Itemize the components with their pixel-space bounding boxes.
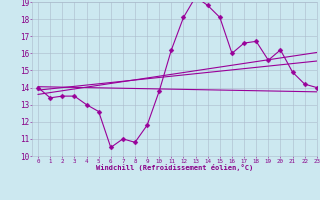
X-axis label: Windchill (Refroidissement éolien,°C): Windchill (Refroidissement éolien,°C) [96, 164, 253, 171]
